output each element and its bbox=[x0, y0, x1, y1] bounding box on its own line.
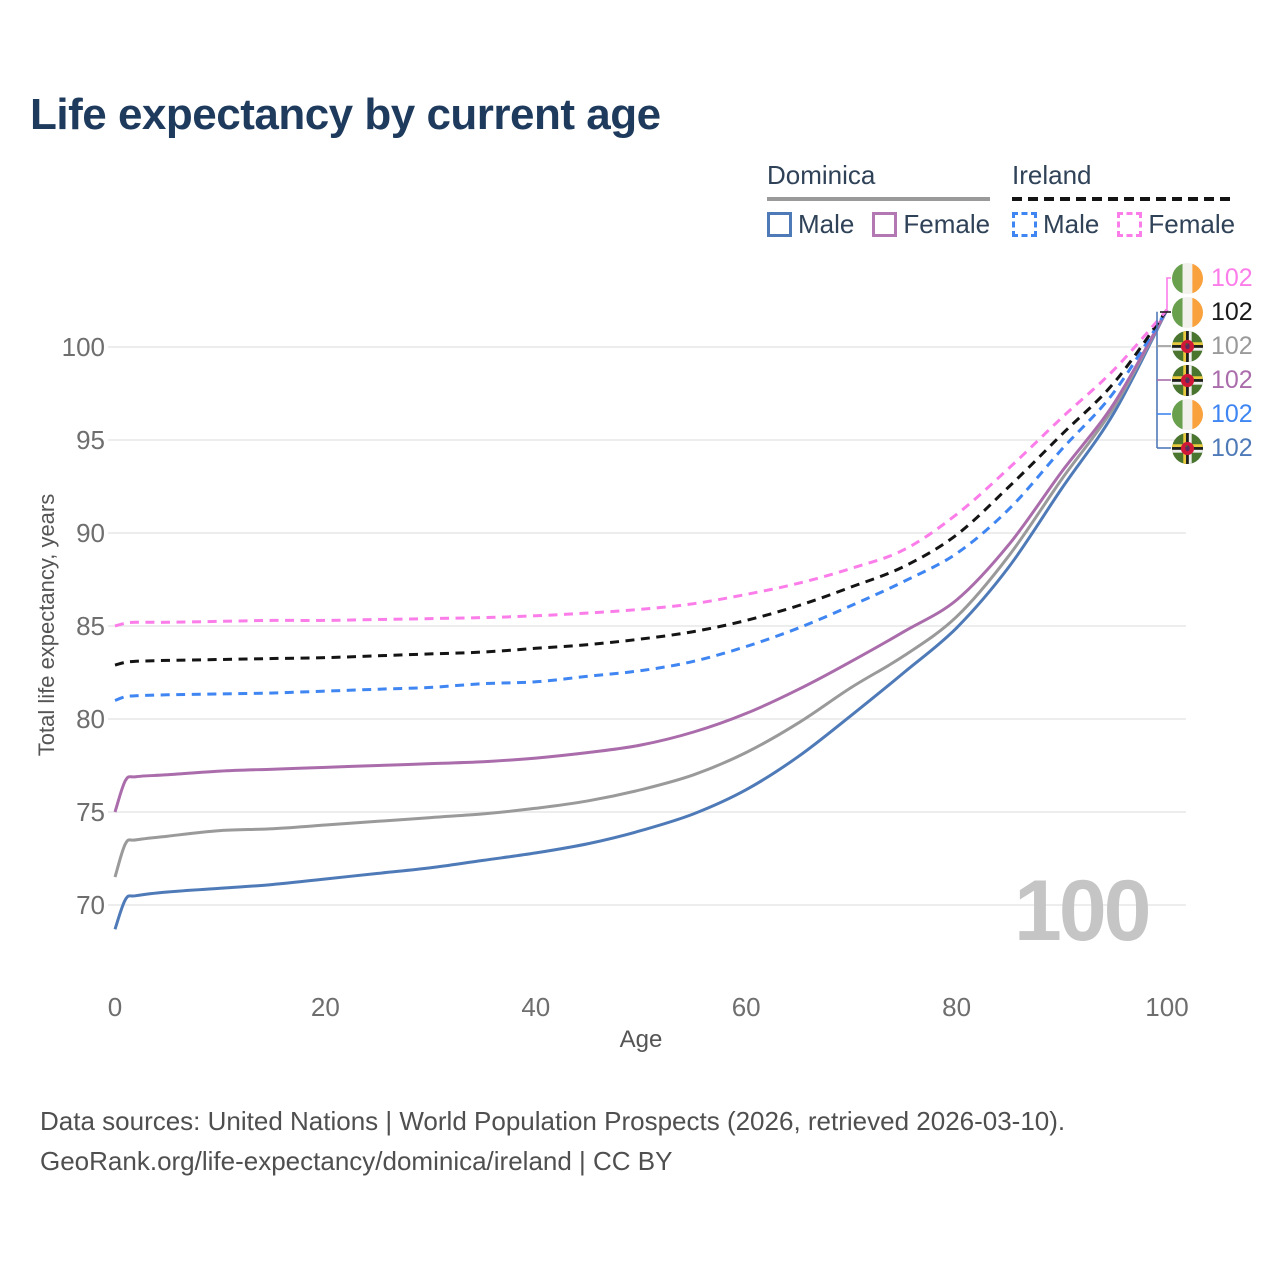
legend-group-dominica: Dominica Male Female bbox=[767, 160, 991, 240]
end-label-value: 102 bbox=[1211, 331, 1253, 360]
legend-swatch bbox=[767, 212, 792, 237]
end-label-value: 102 bbox=[1211, 399, 1253, 428]
end-label-value: 102 bbox=[1211, 365, 1253, 394]
x-tick-label: 60 bbox=[731, 992, 761, 1022]
legend-items: Male Female bbox=[1012, 209, 1235, 240]
end-label-value: 102 bbox=[1211, 263, 1253, 292]
legend-swatch bbox=[1117, 212, 1143, 237]
end-label-value: 102 bbox=[1211, 433, 1253, 462]
footer-data-sources: Data sources: United Nations | World Pop… bbox=[40, 1106, 1066, 1136]
legend-line-sample-dashed bbox=[1012, 197, 1236, 201]
legend-line-sample-solid bbox=[767, 197, 991, 201]
end-label-row-ireland: 102 bbox=[1172, 296, 1253, 328]
legend-item-dominica-male: Male bbox=[767, 209, 854, 240]
ireland-flag-icon bbox=[1172, 399, 1203, 430]
y-tick-label: 70 bbox=[76, 890, 105, 920]
legend-group-title: Dominica bbox=[767, 160, 876, 190]
legend-swatch bbox=[872, 212, 898, 237]
series-line-ireland-female bbox=[114, 308, 1169, 628]
dominica-flag-icon bbox=[1172, 365, 1203, 396]
footer-attribution: GeoRank.org/life-expectancy/dominica/ire… bbox=[40, 1146, 673, 1176]
series-line-dominica-male bbox=[113, 309, 1169, 930]
end-label-row-dominica-male: 102 bbox=[1172, 432, 1253, 464]
y-tick-label: 85 bbox=[76, 611, 105, 641]
y-tick-label: 95 bbox=[76, 425, 105, 455]
end-label-value: 102 bbox=[1211, 297, 1253, 326]
legend-item-label: Male bbox=[1043, 209, 1100, 239]
end-label-row-ireland-male: 102 bbox=[1172, 398, 1253, 430]
legend-item-label: Female bbox=[1148, 209, 1236, 239]
legend-group-title: Ireland bbox=[1012, 160, 1092, 190]
series-line-ireland-male bbox=[114, 308, 1169, 702]
y-tick-label: 80 bbox=[76, 704, 105, 734]
series-line-dominica bbox=[113, 309, 1169, 878]
x-tick-label: 40 bbox=[521, 992, 551, 1022]
end-label-row-dominica: 102 bbox=[1172, 330, 1253, 362]
x-tick-label: 20 bbox=[310, 992, 340, 1022]
ireland-flag-icon bbox=[1172, 263, 1203, 294]
dominica-flag-icon bbox=[1172, 433, 1203, 464]
age-watermark: 100 bbox=[1014, 863, 1151, 959]
legend-item-ireland-female: Female bbox=[1117, 209, 1235, 240]
legend-item-dominica-female: Female bbox=[872, 209, 990, 240]
ireland-flag-icon bbox=[1172, 297, 1203, 328]
page-title: Life expectancy by current age bbox=[30, 90, 661, 139]
y-tick-label: 90 bbox=[76, 518, 105, 548]
legend-swatch bbox=[1012, 212, 1037, 237]
x-axis-title: Age bbox=[619, 1026, 663, 1053]
y-tick-label: 75 bbox=[76, 797, 105, 827]
x-tick-label: 100 bbox=[1145, 992, 1189, 1022]
end-label-row-ireland-female: 102 bbox=[1172, 262, 1253, 294]
leader-line bbox=[1166, 277, 1171, 310]
series-line-ireland bbox=[114, 308, 1169, 667]
y-tick-label: 100 bbox=[61, 332, 105, 362]
series-line-dominica-female bbox=[113, 309, 1169, 813]
legend-items: Male Female bbox=[767, 209, 990, 240]
x-tick-label: 0 bbox=[107, 992, 123, 1022]
legend-item-ireland-male: Male bbox=[1012, 209, 1099, 240]
x-tick-label: 80 bbox=[942, 992, 972, 1022]
legend-item-label: Male bbox=[798, 209, 855, 239]
dominica-flag-icon bbox=[1172, 331, 1203, 362]
legend-item-label: Female bbox=[903, 209, 991, 239]
legend-group-ireland: Ireland Male Female bbox=[1012, 160, 1236, 240]
end-label-row-dominica-female: 102 bbox=[1172, 364, 1253, 396]
